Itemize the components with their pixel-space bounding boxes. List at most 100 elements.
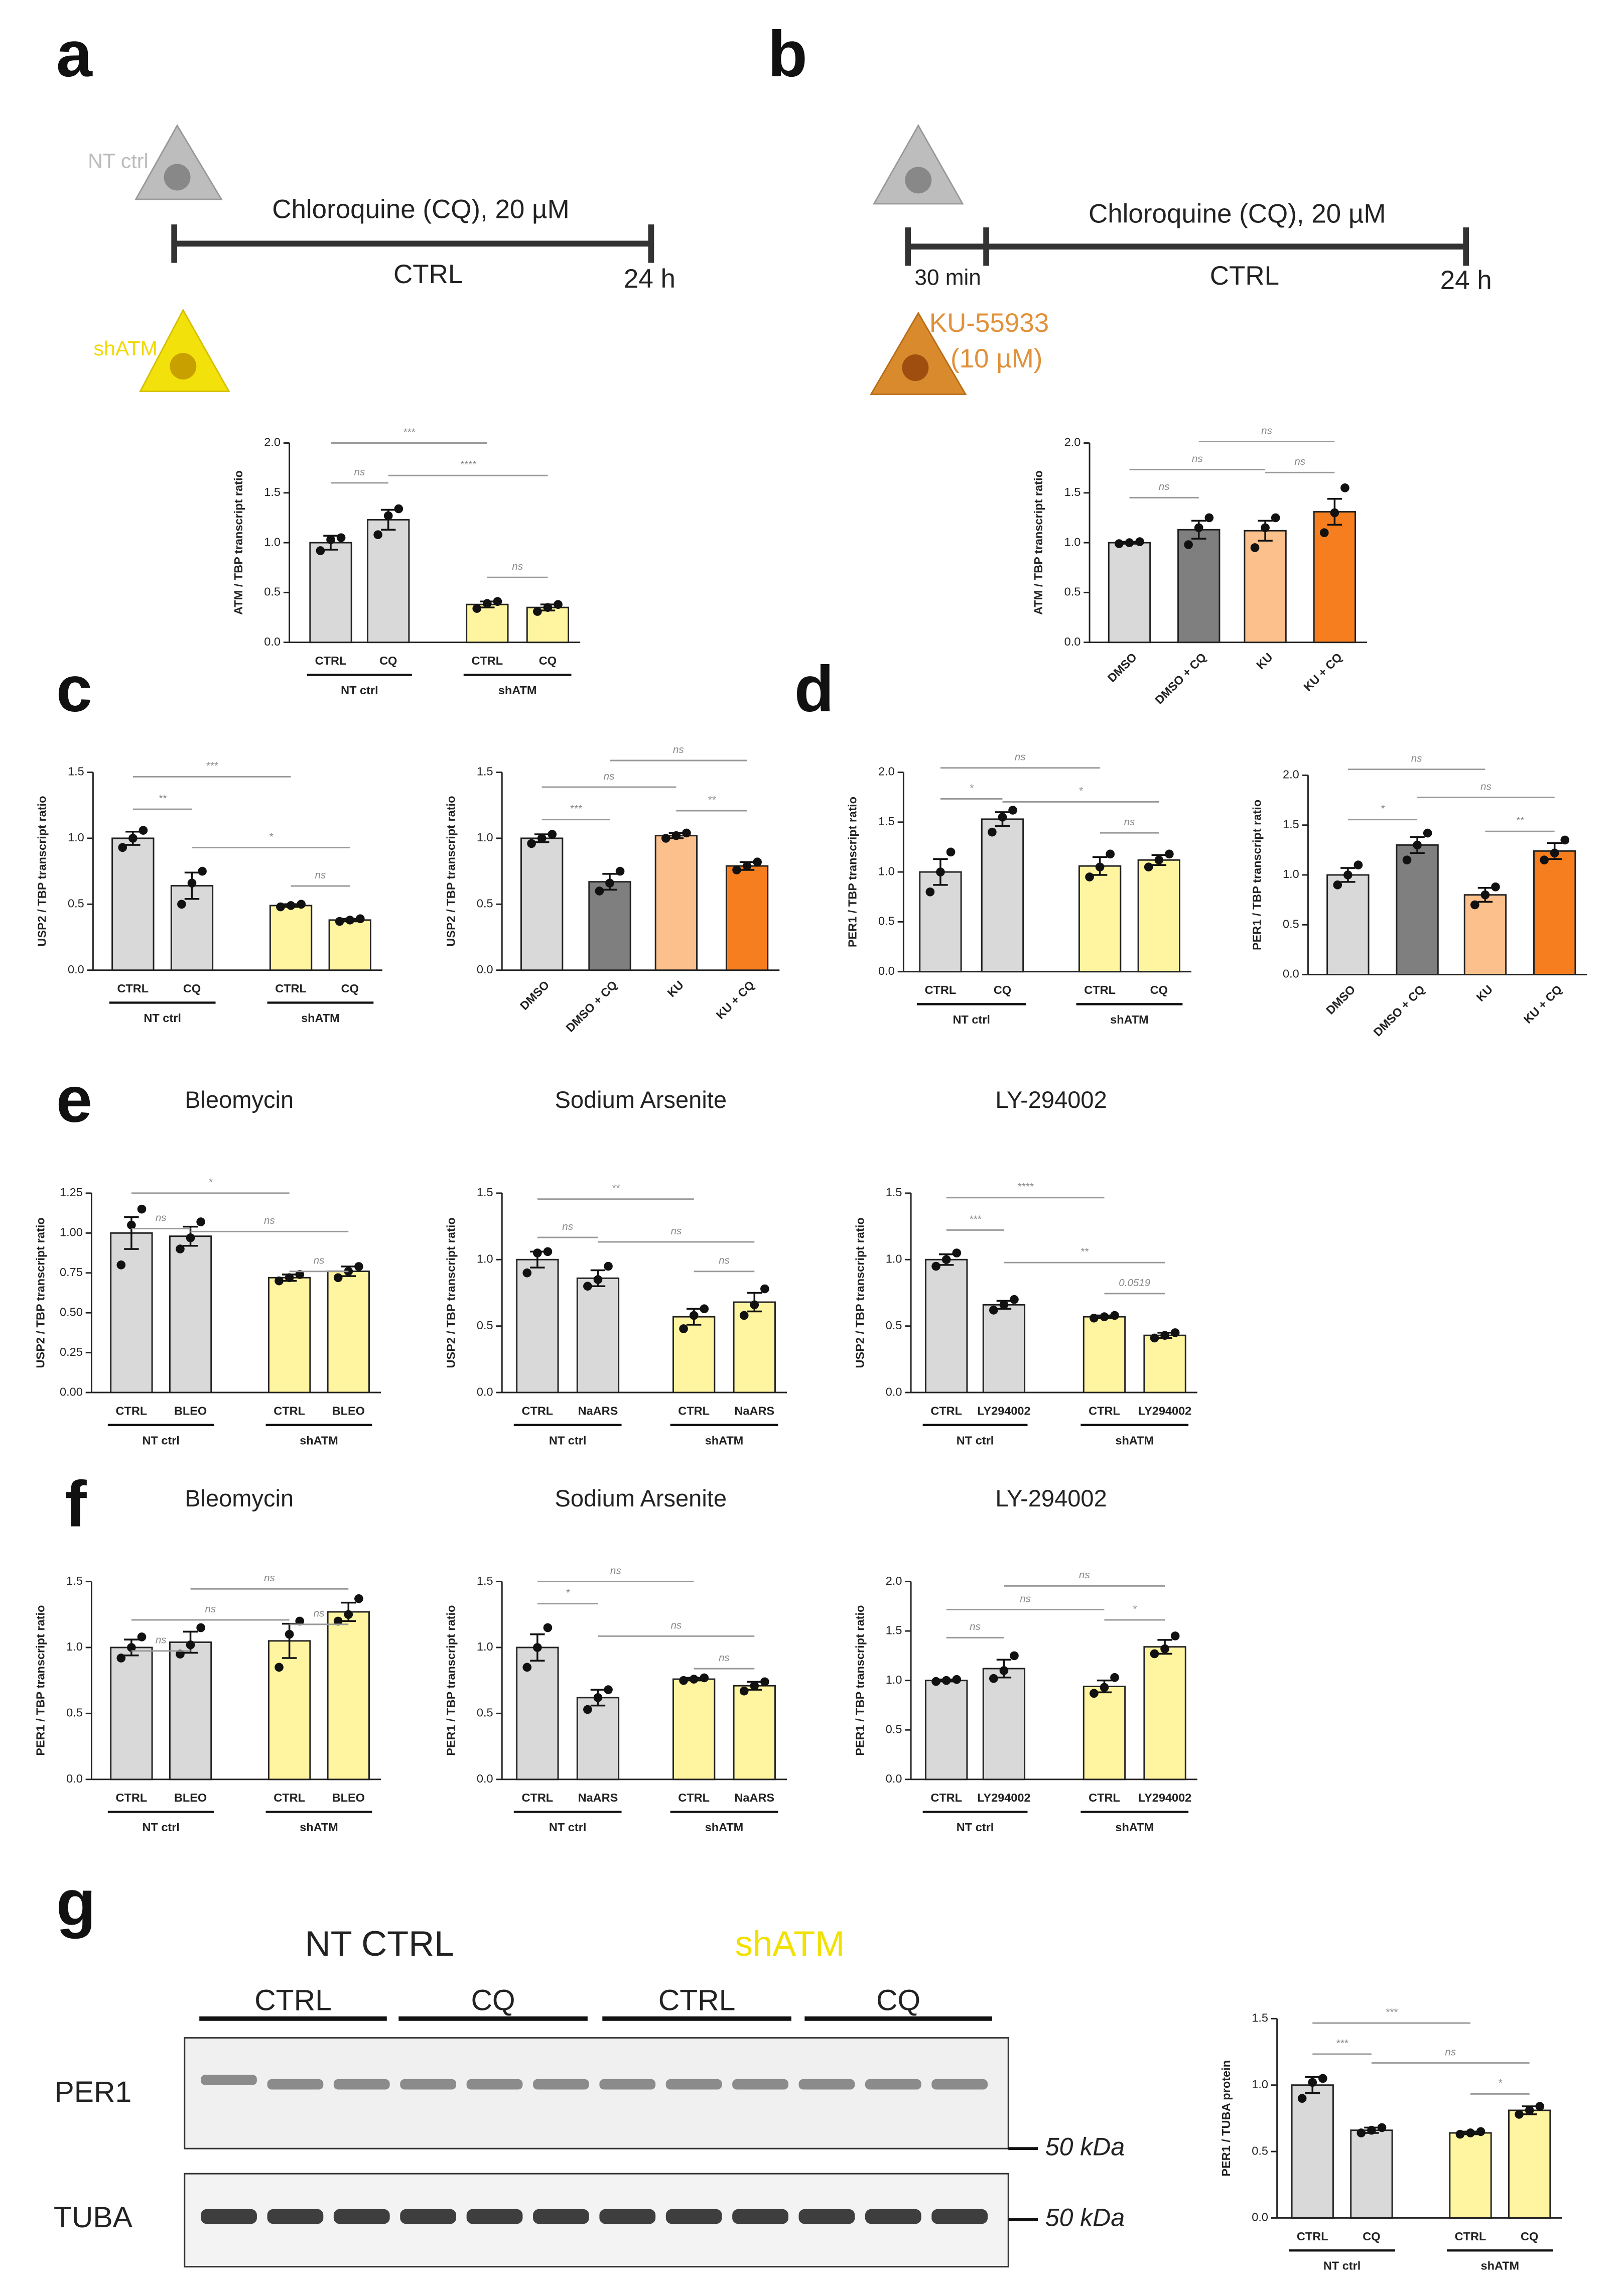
data-point [1535,2102,1545,2111]
x-tick-label: CTRL [1089,1791,1120,1804]
significance-label: ns [156,1634,167,1646]
bar [1350,2129,1393,2219]
x-tick-label: BLEO [174,1404,207,1417]
y-tick-label: 1.5 [264,485,281,498]
significance-label: ** [1080,1246,1089,1257]
data-point [604,1685,613,1694]
band [798,2209,855,2224]
significance-label: *** [1386,2006,1398,2018]
data-point [543,603,553,612]
y-tick-label: 0.5 [477,897,493,910]
y-tick-label: 0.0 [886,1772,902,1785]
significance-label: ns [1261,425,1272,436]
y-tick-label: 0.5 [886,1722,902,1735]
data-point [593,1275,603,1284]
cell-label: NT ctrl [88,149,148,172]
group-label: shATM [1481,2259,1520,2272]
y-tick-label: 2.0 [1064,436,1081,449]
band [533,2209,589,2224]
cell-icon [873,124,964,205]
group-label: shATM [301,1011,340,1025]
group-label: NT ctrl [957,1434,994,1447]
data-point [989,1674,998,1683]
data-point [1466,2128,1475,2137]
data-point [679,1324,688,1333]
data-point [527,839,536,848]
data-point [583,1705,592,1714]
y-tick-label: 0.0 [66,1772,83,1785]
data-point [1343,870,1352,879]
y-tick-label: 1.25 [60,1186,83,1199]
data-point [285,1629,294,1639]
data-point [931,1677,940,1686]
significance-label: ** [708,794,716,806]
data-point [671,831,681,840]
data-point [1090,1689,1099,1698]
significance-label: ns [1020,1593,1031,1604]
significance-label: ns [610,1565,621,1576]
significance-label: ns [1159,481,1170,492]
bar [1078,865,1122,973]
group-label: NT ctrl [144,1011,181,1025]
bar [367,519,410,644]
y-axis-label: ATM / TBP transcript ratio [1032,470,1045,615]
group-label: NT ctrl [142,1821,179,1834]
data-point [1367,2125,1376,2135]
band [466,2079,523,2090]
data-point [1160,1644,1169,1654]
y-tick-label: 1.5 [1283,818,1299,831]
band [400,2079,457,2090]
data-point [941,1255,951,1264]
data-point [1308,2078,1317,2087]
cell-icon [139,308,230,393]
y-tick-label: 0.0 [68,963,84,976]
data-point [295,1616,305,1626]
data-point [689,1311,699,1320]
band [201,2075,257,2085]
x-tick-label: CQ [1150,983,1168,996]
data-point [186,1233,195,1242]
bar [327,1611,370,1781]
band [333,2209,390,2224]
cell-label: shATM [93,337,157,360]
data-point [1160,1331,1169,1340]
data-point [760,1677,769,1687]
data-point [1491,882,1500,892]
y-tick-label: 1.0 [66,1640,83,1653]
data-point [1515,2110,1524,2119]
y-tick-label: 0.5 [1283,917,1299,930]
data-point [316,546,325,555]
y-tick-label: 2.0 [878,765,895,778]
significance-label: ns [1411,752,1422,764]
blot-group-label: NT CTRL [305,1924,454,1963]
y-axis-label: ATM / TBP transcript ratio [232,470,245,615]
group-label: shATM [1115,1821,1154,1834]
band [865,2079,921,2090]
data-point [700,1673,709,1683]
bar [925,1258,968,1394]
significance-label: ns [719,1652,730,1664]
bar [110,1646,153,1781]
x-tick-label: CQ [379,654,397,667]
bar [1177,529,1221,644]
x-tick-label: LY294002 [977,1404,1030,1417]
bar [309,542,352,644]
bar [588,881,631,971]
data-point [1194,523,1203,533]
y-tick-label: 0.0 [477,1385,493,1398]
data-point [548,830,557,839]
bar [1291,2084,1334,2219]
data-point [1357,2128,1366,2137]
data-point [127,1220,136,1230]
data-point [1170,1631,1180,1640]
data-point [354,1262,363,1271]
data-point [493,597,502,606]
data-point [1476,2127,1485,2136]
y-tick-label: 0.5 [66,1706,83,1719]
data-point [999,1300,1009,1310]
data-point [615,866,625,876]
y-tick-label: 1.0 [1252,2078,1268,2091]
bar [269,905,313,971]
data-point [1095,862,1105,871]
